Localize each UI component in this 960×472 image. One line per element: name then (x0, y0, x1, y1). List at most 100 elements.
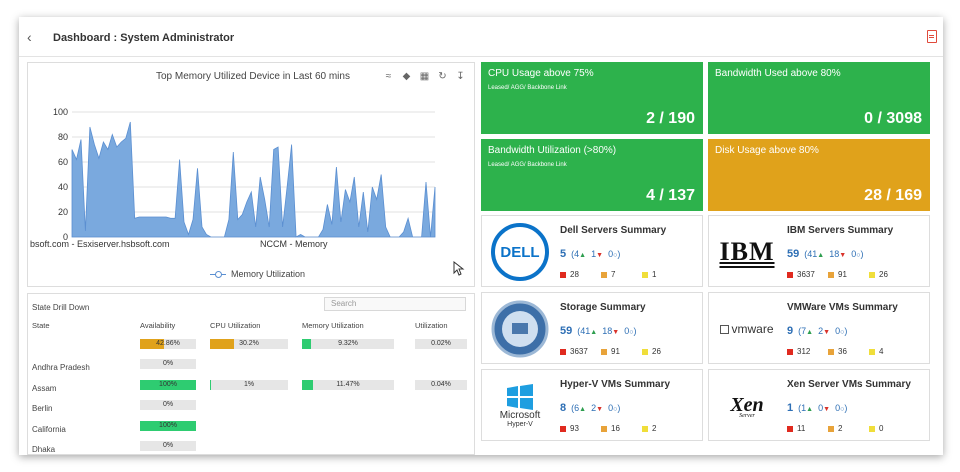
pdf-export-icon[interactable] (927, 30, 937, 43)
other-count: 0 (608, 249, 614, 259)
other-count: 0 (851, 249, 857, 259)
cpu-fill (210, 339, 234, 349)
svg-text:DELL: DELL (500, 244, 539, 261)
summary-card[interactable]: Storage Summary 59 (41▲ 18▼ 0○) 3637 91 … (481, 292, 703, 364)
col-memory: Memory Utilization (302, 321, 364, 330)
col-utilization: Utilization (415, 321, 448, 330)
cpu-value: 1% (243, 381, 255, 388)
down-count: 2 (591, 403, 597, 413)
availability-bar: 0% (140, 441, 196, 451)
dashboard-window: ‹ Dashboard : System Administrator Top M… (19, 17, 943, 455)
memory-fill (302, 380, 313, 390)
download-icon[interactable]: ↧ (456, 71, 465, 82)
y-tick-label: 40 (58, 182, 68, 192)
tile-value: 28 / 169 (864, 187, 922, 204)
critical-square-icon (560, 425, 566, 432)
card-stats: 8 (6▲ 2▼ 0○) (560, 402, 621, 414)
down-count: 18 (602, 326, 613, 336)
microsoft-hyperv-logo-icon: Microsoft Hyper-V (500, 384, 540, 428)
major-count[interactable]: 36 (828, 347, 869, 356)
minor-count[interactable]: 2 (642, 424, 683, 433)
kpi-tile[interactable]: Bandwidth Used above 80% 0 / 3098 (708, 62, 930, 134)
cpu-fill (210, 380, 212, 390)
other-circle-icon: ○ (856, 252, 861, 259)
layers-icon[interactable]: ◆ (402, 71, 411, 82)
state-name[interactable]: California (32, 425, 66, 434)
card-title: IBM Servers Summary (787, 225, 894, 236)
state-name[interactable]: Assam (32, 384, 57, 393)
total-count: 5 (560, 248, 567, 260)
summary-card[interactable]: vmware VMWare VMs Summary 9 (7▲ 2▼ 0○) 3… (708, 292, 930, 364)
major-square-icon (601, 425, 607, 432)
state-name[interactable]: Berlin (32, 404, 53, 413)
chart-legend[interactable]: Memory Utilization (210, 269, 305, 279)
state-name[interactable]: Andhra Pradesh (32, 363, 90, 372)
total-count: 8 (560, 402, 567, 414)
summary-card[interactable]: DELL Dell Servers Summary 5 (4▲ 1▼ 0○) 2… (481, 215, 703, 287)
col-cpu: CPU Utilization (210, 321, 261, 330)
down-arrow-icon: ▼ (823, 406, 831, 413)
drill-title: State Drill Down (32, 303, 90, 312)
cpu-bar: 30.2% (210, 339, 288, 349)
up-count: 7 (801, 326, 807, 336)
card-title: VMWare VMs Summary (787, 302, 898, 313)
grid-icon[interactable]: ▦ (419, 71, 430, 82)
major-count[interactable]: 91 (828, 270, 869, 279)
up-count: 4 (574, 249, 580, 259)
up-count: 41 (580, 326, 591, 336)
y-axis-ticks: 100 80 60 40 20 0 (53, 107, 68, 242)
trend-icon[interactable]: ≈ (385, 71, 392, 82)
major-count[interactable]: 7 (601, 270, 642, 279)
other-circle-icon: ○ (613, 406, 618, 413)
dell-logo-icon: DELL (491, 223, 549, 281)
severity-counts: 312 36 4 (787, 347, 910, 356)
refresh-icon[interactable]: ↻ (438, 71, 447, 82)
critical-count[interactable]: 11 (787, 424, 828, 433)
tile-value: 4 / 137 (646, 187, 695, 204)
minor-count[interactable]: 26 (869, 270, 910, 279)
memory-fill (302, 339, 311, 349)
critical-count[interactable]: 93 (560, 424, 601, 433)
summary-card[interactable]: Microsoft Hyper-V Hyper-V VMs Summary 8 (… (481, 369, 703, 441)
drill-search-input[interactable]: Search (324, 297, 466, 311)
down-count: 1 (591, 249, 597, 259)
up-count: 41 (807, 249, 818, 259)
critical-count[interactable]: 28 (560, 270, 601, 279)
minor-count[interactable]: 26 (642, 347, 683, 356)
down-arrow-icon: ▼ (596, 406, 604, 413)
availability-value: 0% (162, 401, 174, 408)
severity-counts: 93 16 2 (560, 424, 683, 433)
tile-value: 0 / 3098 (864, 110, 922, 127)
minor-count[interactable]: 0 (869, 424, 910, 433)
major-count[interactable]: 2 (828, 424, 869, 433)
back-chevron-icon[interactable]: ‹ (27, 29, 32, 45)
chart-toolbar: ≈ ◆ ▦ ↻ ↧ (383, 71, 466, 82)
storage-globe-icon (491, 300, 549, 358)
minor-count[interactable]: 1 (642, 270, 683, 279)
up-arrow-icon: ▲ (817, 252, 825, 259)
header-bar: ‹ Dashboard : System Administrator (19, 17, 943, 57)
kpi-tile[interactable]: Bandwidth Utilization (>80%) Leased/ AGG… (481, 139, 703, 211)
summary-card[interactable]: IBM IBM Servers Summary 59 (41▲ 18▼ 0○) … (708, 215, 930, 287)
utilization-bar: 0.02% (415, 339, 467, 349)
critical-count[interactable]: 3637 (787, 270, 828, 279)
up-count: 6 (574, 403, 580, 413)
availability-bar: 100% (140, 421, 196, 431)
state-name[interactable]: Dhaka (32, 445, 56, 454)
card-stats: 1 (1▲ 0▼ 0○) (787, 402, 848, 414)
card-stats: 5 (4▲ 1▼ 0○) (560, 248, 621, 260)
critical-count[interactable]: 3637 (560, 347, 601, 356)
kpi-tile[interactable]: Disk Usage above 80% 28 / 169 (708, 139, 930, 211)
availability-fill (140, 339, 164, 349)
major-count[interactable]: 91 (601, 347, 642, 356)
y-tick-label: 20 (58, 207, 68, 217)
critical-count[interactable]: 312 (787, 347, 828, 356)
kpi-tile[interactable]: CPU Usage above 75% Leased/ AGG/ Backbon… (481, 62, 703, 134)
tile-value: 2 / 190 (646, 110, 695, 127)
minor-count[interactable]: 4 (869, 347, 910, 356)
up-arrow-icon: ▲ (806, 329, 814, 336)
major-count[interactable]: 16 (601, 424, 642, 433)
severity-counts: 28 7 1 (560, 270, 683, 279)
down-arrow-icon: ▼ (823, 329, 831, 336)
summary-card[interactable]: Xen Server Xen Server VMs Summary 1 (1▲ 0… (708, 369, 930, 441)
